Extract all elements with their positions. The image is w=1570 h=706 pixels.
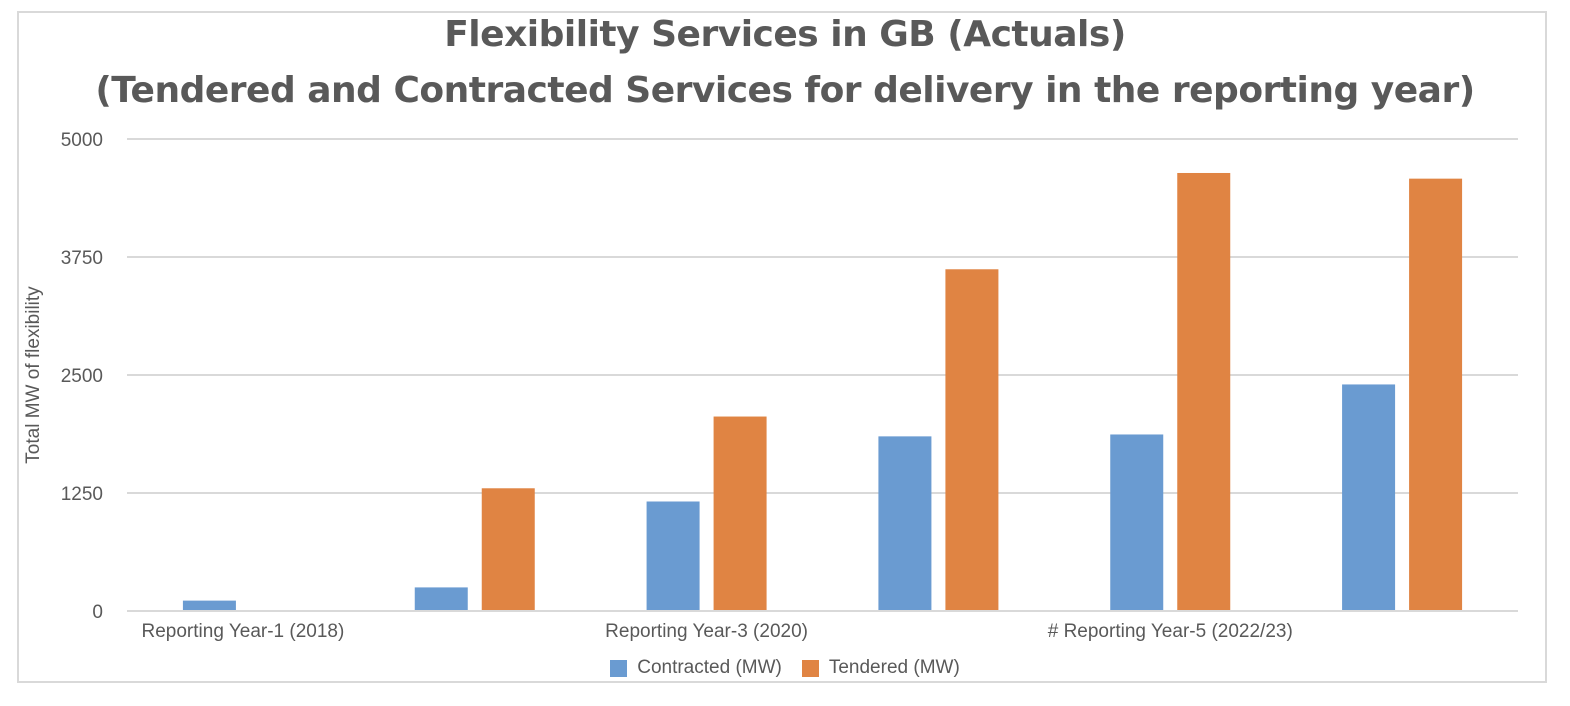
- x-tick-label: # Reporting Year-5 (2022/23): [1048, 621, 1293, 642]
- x-tick-label: Reporting Year-1 (2018): [142, 621, 345, 642]
- chart-frame: [17, 11, 1547, 683]
- legend-item: Contracted (MW): [610, 657, 782, 679]
- legend-swatch: [610, 659, 628, 677]
- chart-title: Flexibility Services in GB (Actuals): [444, 14, 1126, 55]
- chart-subtitle: (Tendered and Contracted Services for de…: [95, 70, 1475, 111]
- y-tick-label: 3750: [61, 248, 103, 269]
- y-tick-label: 2500: [61, 366, 103, 387]
- y-tick-label: 1250: [61, 484, 103, 505]
- legend-swatch: [801, 659, 819, 677]
- bar-tendered: [1409, 178, 1463, 611]
- bar-contracted: [878, 436, 932, 611]
- y-axis-label: Total MW of flexibility: [23, 286, 44, 464]
- bar-contracted: [1342, 384, 1396, 611]
- legend-label: Tendered (MW): [828, 657, 960, 678]
- y-tick-label: 0: [92, 602, 103, 623]
- bar-tendered: [481, 488, 535, 611]
- y-tick-label: 5000: [61, 130, 103, 151]
- legend-item: Tendered (MW): [801, 657, 960, 679]
- x-tick-label: Reporting Year-3 (2020): [605, 621, 808, 642]
- bar-contracted: [182, 600, 236, 611]
- bar-tendered: [945, 269, 999, 611]
- bar-tendered: [1177, 172, 1231, 611]
- chart-legend: Contracted (MW) Tendered (MW): [0, 657, 1570, 683]
- bar-tendered: [713, 416, 767, 611]
- bar-contracted: [1110, 434, 1164, 611]
- bar-contracted: [646, 501, 700, 611]
- bar-contracted: [414, 587, 468, 611]
- legend-label: Contracted (MW): [637, 657, 782, 678]
